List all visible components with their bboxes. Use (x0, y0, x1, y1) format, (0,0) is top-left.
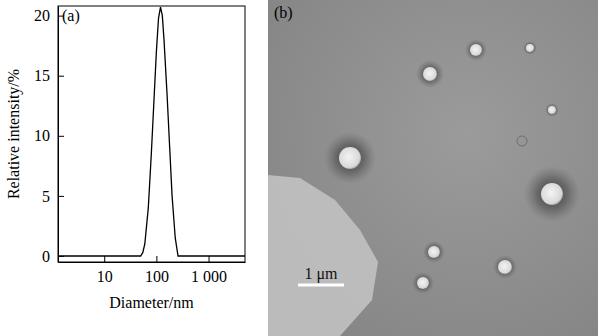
y-axis-line (58, 7, 59, 263)
plot-area (58, 7, 245, 256)
particle (470, 44, 482, 56)
particle (541, 183, 563, 205)
micrograph (268, 0, 598, 336)
x-axis: 10 100 1 000 (59, 256, 246, 285)
particle-halo (416, 60, 444, 88)
scale-bar-label: 1 μm (304, 265, 338, 283)
x-tick-mark (209, 256, 210, 262)
particle-halo (524, 166, 580, 222)
particle-halo (465, 39, 487, 61)
plot-frame (58, 6, 245, 262)
x-tick: 1 000 (191, 256, 227, 285)
particle (417, 277, 429, 289)
panel-label: (a) (62, 7, 80, 25)
particle-halo (523, 41, 537, 55)
y-tick-label: 15 (34, 67, 50, 84)
particle (498, 260, 512, 274)
x-tick: 100 (145, 256, 169, 285)
particle (548, 106, 556, 114)
x-tick-mark (104, 256, 105, 262)
x-axis-line (59, 262, 246, 263)
y-tick: 15 (34, 67, 64, 84)
particle-halo (324, 132, 376, 184)
y-axis: 0 5 10 15 20 (34, 7, 64, 265)
x-tick-label: 1 000 (191, 268, 227, 285)
data-line (58, 7, 245, 256)
particle-halo (545, 103, 559, 117)
y-tick-label: 5 (42, 188, 50, 205)
particle (423, 67, 437, 81)
scale-bar (298, 284, 344, 287)
y-tick-label: 0 (42, 248, 50, 265)
y-tick-mark (58, 76, 64, 77)
light-region (268, 175, 378, 336)
x-tick-label: 100 (145, 268, 169, 285)
particle (339, 147, 361, 169)
panel-label: (b) (274, 4, 293, 22)
figure: 10 100 1 000 0 5 10 15 20 Diameter/nm Relative in… (0, 0, 598, 336)
micrograph-background (268, 0, 598, 336)
particle-halo (412, 272, 434, 294)
y-tick-mark (58, 136, 64, 137)
particle (428, 246, 440, 258)
y-tick-label: 10 (34, 127, 50, 144)
x-tick-mark (156, 256, 157, 262)
y-tick: 5 (42, 188, 64, 205)
ring (517, 136, 527, 146)
x-axis-title: Diameter/nm (109, 294, 194, 311)
y-tick-label: 20 (34, 7, 50, 24)
x-tick-label: 10 (97, 268, 113, 285)
x-tick: 10 (97, 256, 113, 285)
particle-halo (423, 241, 445, 263)
y-tick-mark (58, 196, 64, 197)
particle-halo (493, 255, 517, 279)
y-tick: 10 (34, 127, 64, 144)
y-tick: 20 (34, 7, 64, 24)
y-axis-title: Relative intensity/% (5, 69, 23, 199)
particle (526, 44, 534, 52)
